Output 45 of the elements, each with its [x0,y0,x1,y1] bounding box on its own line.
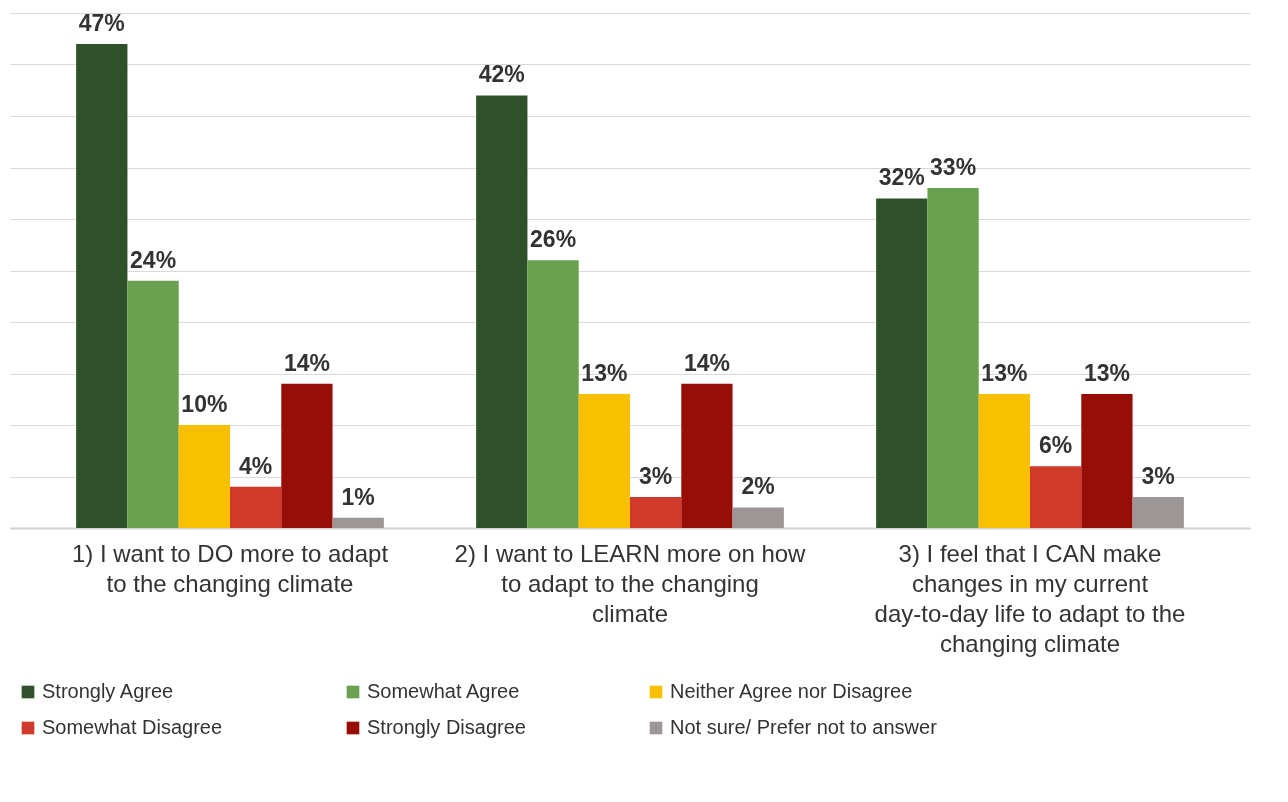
bar [476,95,528,528]
data-label: 1% [341,483,375,510]
data-label: 13% [581,360,628,387]
bar [630,497,682,528]
x-tick-label: 1) I want to DO more to adapt to the changing climate [71,539,389,597]
bar [732,507,784,528]
data-label: 24% [130,246,177,273]
x-tick-label: 3) I feel that I CAN make changes in my current day-to-day life to adapt to the changing climate [874,539,1186,657]
data-label: 47% [78,9,125,36]
data-label: 10% [181,391,228,417]
bar [578,394,630,528]
x-tick-label: 2) I want to LEARN more on how to adapt to the changing climate [454,539,807,627]
bar [230,486,282,528]
bar [927,188,979,528]
bar [681,383,733,528]
bar [281,383,333,528]
data-label: 14% [283,349,330,376]
bar [876,198,928,528]
legend-label: Neither Agree nor Disagree [670,680,913,702]
data-label: 3% [1141,463,1175,490]
data-label: 26% [530,226,577,253]
legend-label: Not sure/ Prefer not to answer [670,716,938,738]
legend-label: Strongly Disagree [367,716,526,738]
bar [76,43,128,528]
data-label: 14% [683,349,730,376]
bar [127,280,179,528]
data-label: 13% [1083,360,1130,387]
legend-label: Somewhat Disagree [42,716,223,738]
data-label: 13% [981,360,1028,387]
bar [178,425,230,528]
bar [332,517,384,528]
data-label: 6% [1039,432,1073,459]
data-label: 3% [639,463,673,490]
legend-label: Strongly Agree [42,680,174,702]
bar [527,260,579,528]
data-label: 2% [741,473,775,500]
bar [1132,497,1184,528]
bar [978,394,1030,528]
data-label: 33% [930,154,977,181]
data-label: 42% [478,61,525,88]
data-label: 4% [239,452,273,479]
legend-label: Somewhat Agree [367,680,520,702]
bar [1030,466,1082,528]
data-label: 32% [878,164,925,191]
bar [1081,394,1133,528]
